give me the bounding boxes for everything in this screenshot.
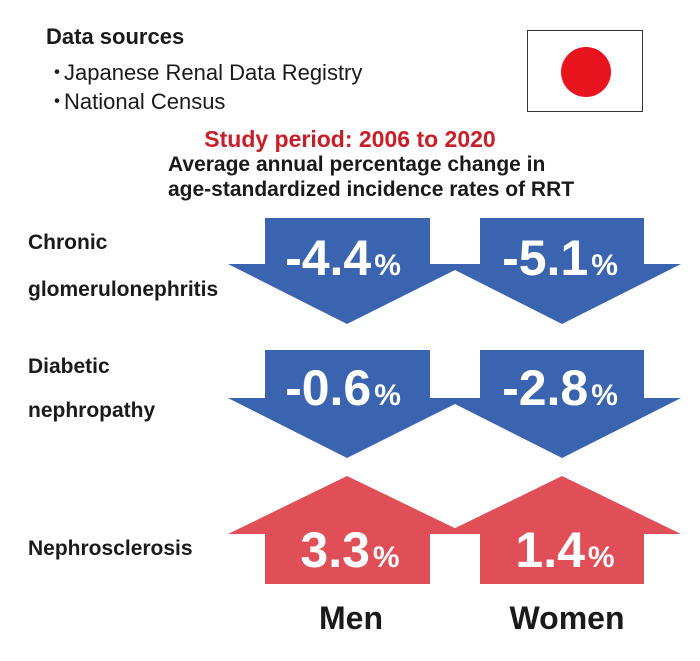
arrow-unit: % [374,379,401,412]
arrow-chronic-women: -5.1% [443,218,681,324]
arrow-unit: % [591,249,618,282]
arrow-shape [443,476,681,584]
flag-sun [561,47,611,97]
row-label-line: Diabetic [28,355,110,378]
data-source-item: ・Japanese Renal Data Registry [46,55,362,87]
subtitle-line: age-standardized incidence rates of RRT [168,178,575,201]
data-source-label: National Census [64,89,226,114]
japan-flag-icon [527,30,643,112]
row-label-nephrosclerosis: Nephrosclerosis [28,528,193,570]
row-label-line: Chronic [28,231,108,254]
arrow-shape [228,476,467,584]
row-label-line: nephropathy [28,399,156,422]
data-sources-title: Data sources [46,24,185,49]
arrow-shape [443,350,681,458]
row-label-line: glomerulonephritis [28,278,219,301]
column-label-women: Women [509,600,625,636]
arrow-value: -4.4 [285,230,371,286]
bullet: ・ [46,89,69,114]
arrow-value: 1.4 [515,522,585,578]
arrow-value-text: -4.4% [285,230,401,286]
arrow-value-text: 1.4% [515,522,614,578]
arrow-value: 3.3 [300,522,370,578]
subtitle-line: Average annual percentage change in [168,153,546,176]
data-source-label: Japanese Renal Data Registry [64,60,363,85]
row-label-line: Nephrosclerosis [28,537,193,560]
arrow-value: -5.1 [502,230,588,286]
arrow-nephrosclerosis-men: 3.3% [228,476,467,584]
arrow-shape [443,218,681,324]
row-label-chronic-glomerulonephritis: Chronic glomerulonephritis [28,222,218,311]
arrow-unit: % [591,379,618,412]
arrow-value: -0.6 [285,360,371,416]
arrow-diabetic-women: -2.8% [443,350,681,458]
arrow-diabetic-men: -0.6% [228,350,467,458]
arrow-chronic-men: -4.4% [228,218,467,324]
study-period: Study period: 2006 to 2020 [204,126,496,152]
arrow-nephrosclerosis-women: 1.4% [443,476,681,584]
arrow-shape [228,218,467,324]
arrow-unit: % [373,541,400,574]
column-label-men: Men [319,600,383,636]
arrow-unit: % [588,541,615,574]
bullet: ・ [46,60,69,85]
arrow-value-text: -2.8% [502,360,618,416]
subtitle: Average annual percentage change in age-… [168,152,574,202]
arrow-value-text: -5.1% [502,230,618,286]
data-source-item: ・National Census [46,84,225,116]
arrow-shape [228,350,467,458]
arrow-value-text: 3.3% [300,522,399,578]
arrow-value: -2.8 [502,360,588,416]
arrow-value-text: -0.6% [285,360,401,416]
row-label-diabetic-nephropathy: Diabetic nephropathy [28,346,155,432]
arrow-unit: % [374,249,401,282]
